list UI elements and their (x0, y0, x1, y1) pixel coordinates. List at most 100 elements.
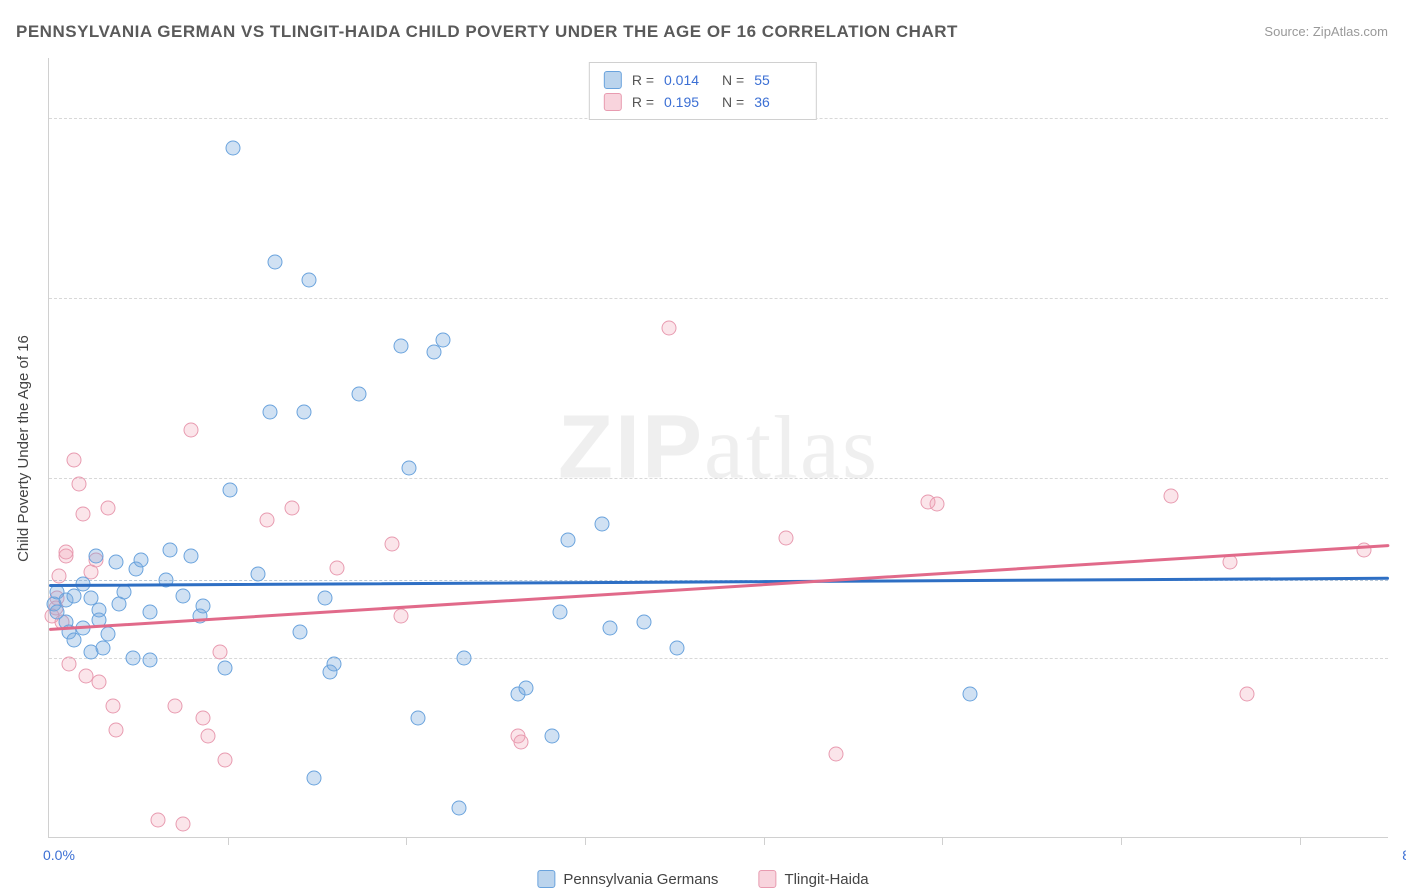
plot-area: ZIPatlas 15.0%30.0%45.0%60.0%0.0%80.0% (48, 58, 1388, 838)
x-tick-label: 0.0% (43, 847, 75, 863)
data-point (212, 645, 227, 660)
legend-label: Tlingit-Haida (784, 871, 868, 888)
data-point (196, 711, 211, 726)
x-tick (942, 837, 943, 845)
x-tick (406, 837, 407, 845)
legend-item: Pennsylvania Germans (537, 870, 718, 888)
data-point (95, 641, 110, 656)
source-link[interactable]: ZipAtlas.com (1313, 24, 1388, 39)
data-point (296, 405, 311, 420)
data-point (222, 483, 237, 498)
legend-swatch (604, 71, 622, 89)
data-point (75, 507, 90, 522)
data-point (1239, 687, 1254, 702)
n-label: N = (722, 72, 744, 88)
data-point (105, 699, 120, 714)
data-point (603, 621, 618, 636)
y-axis-label: Child Poverty Under the Age of 16 (8, 58, 38, 838)
gridline (49, 298, 1388, 299)
trend-line (49, 544, 1389, 630)
data-point (142, 653, 157, 668)
data-point (393, 339, 408, 354)
data-point (67, 453, 82, 468)
n-value: 55 (754, 72, 802, 88)
data-point (217, 753, 232, 768)
data-point (519, 681, 534, 696)
data-point (263, 405, 278, 420)
data-point (457, 651, 472, 666)
data-point (594, 516, 609, 531)
data-point (100, 501, 115, 516)
data-point (393, 609, 408, 624)
data-point (452, 801, 467, 816)
gridline (49, 478, 1388, 479)
data-point (167, 699, 182, 714)
r-value: 0.195 (664, 94, 712, 110)
data-point (301, 273, 316, 288)
r-value: 0.014 (664, 72, 712, 88)
data-point (670, 641, 685, 656)
data-point (109, 723, 124, 738)
data-point (829, 747, 844, 762)
data-point (72, 477, 87, 492)
r-label: R = (632, 72, 654, 88)
data-point (1164, 489, 1179, 504)
data-point (779, 531, 794, 546)
data-point (410, 711, 425, 726)
data-point (176, 816, 191, 831)
data-point (226, 141, 241, 156)
n-label: N = (722, 94, 744, 110)
data-point (162, 543, 177, 558)
data-point (92, 675, 107, 690)
data-point (259, 513, 274, 528)
data-point (293, 624, 308, 639)
n-value: 36 (754, 94, 802, 110)
data-point (636, 615, 651, 630)
watermark: ZIPatlas (558, 396, 879, 499)
data-point (385, 537, 400, 552)
legend-stats-row: R = 0.014 N = 55 (604, 69, 802, 91)
data-point (150, 813, 165, 828)
data-point (201, 729, 216, 744)
data-point (217, 660, 232, 675)
legend-item: Tlingit-Haida (758, 870, 868, 888)
legend-stats-row: R =0.195N =36 (604, 91, 802, 113)
data-point (326, 657, 341, 672)
x-tick (764, 837, 765, 845)
legend-swatch (758, 870, 776, 888)
data-point (92, 603, 107, 618)
data-point (268, 255, 283, 270)
legend-stats: R = 0.014 N = 55R = 0.195 N = 36 (589, 62, 817, 120)
x-tick (228, 837, 229, 845)
data-point (142, 605, 157, 620)
x-tick (1121, 837, 1122, 845)
data-point (514, 735, 529, 750)
data-point (88, 549, 103, 564)
data-point (125, 651, 140, 666)
data-point (109, 555, 124, 570)
data-point (62, 657, 77, 672)
data-point (306, 771, 321, 786)
data-point (661, 321, 676, 336)
data-point (544, 729, 559, 744)
source-label: Source: (1264, 24, 1309, 39)
legend-label: Pennsylvania Germans (563, 871, 718, 888)
data-point (402, 461, 417, 476)
data-point (184, 423, 199, 438)
source-attribution: Source: ZipAtlas.com (1264, 24, 1388, 39)
data-point (134, 552, 149, 567)
data-point (552, 605, 567, 620)
data-point (58, 545, 73, 560)
data-point (100, 627, 115, 642)
trend-line (49, 576, 1389, 586)
legend-swatch (537, 870, 555, 888)
data-point (176, 588, 191, 603)
data-point (117, 585, 132, 600)
legend-series: Pennsylvania Germans Tlingit-Haida (537, 870, 868, 888)
legend-swatch (604, 93, 622, 111)
data-point (561, 533, 576, 548)
data-point (318, 591, 333, 606)
data-point (284, 501, 299, 516)
data-point (184, 549, 199, 564)
data-point (435, 333, 450, 348)
